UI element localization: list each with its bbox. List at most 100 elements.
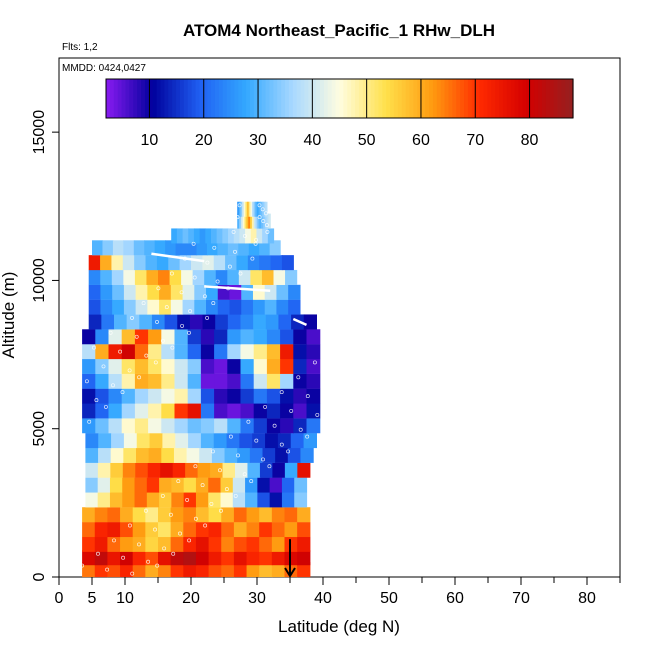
heat-cell [133,240,145,256]
heat-cell [121,373,136,389]
heat-cell [220,492,234,508]
track-dot [112,538,116,543]
heat-cell [88,284,102,300]
heat-cell [262,447,276,463]
colorbar-swatch [304,79,309,118]
heat-cell [264,213,268,229]
track-dot [185,497,190,502]
heat-cell [121,418,136,434]
heat-cell [257,477,271,493]
colorbar-swatch [514,79,520,118]
heat-cell [187,329,202,345]
colorbar-swatch [378,79,383,118]
heat-cell [275,447,289,463]
heat-cell [183,550,197,566]
track-dot [120,390,125,395]
track-dot [130,315,134,320]
colorbar-swatch [129,79,134,118]
track-dot [305,434,310,439]
heat-cell [146,477,160,493]
heat-cell [134,373,149,389]
heat-cell [259,562,273,578]
x-tick-label: 20 [182,590,200,607]
track-dot [127,368,132,373]
heat-cell [266,329,281,345]
colorbar-swatch [218,79,224,118]
colorbar-swatch [382,79,387,118]
heat-cell [107,522,121,538]
heat-cell [208,492,222,508]
heat-cell [257,213,260,229]
colorbar-swatch [308,79,313,118]
heat-cell [200,373,215,389]
track-dot [155,563,160,568]
heat-cell [297,462,311,478]
heat-cell [232,477,246,493]
track-dot [92,345,96,350]
heat-cell [110,462,124,478]
heat-cell [148,329,162,345]
colorbar-swatch [374,79,380,118]
colorbar-swatch [211,79,216,118]
heat-cell [221,507,235,523]
heat-cell [110,447,124,463]
colorbar-swatch [518,79,524,118]
heat-cell [253,388,268,404]
colorbar-swatch [164,79,169,118]
track-dot [170,345,175,350]
heat-cell [228,228,235,244]
heat-cell [92,240,104,256]
colorbar-tick-label: 10 [141,132,159,149]
colorbar-tick-label: 40 [303,132,321,149]
heat-cell [284,507,298,523]
track-dot [187,538,192,543]
heat-cell [202,255,215,271]
colorbar-swatch [316,79,321,118]
colorbar-swatch [413,79,418,118]
colorbar-swatch [288,79,294,118]
heat-cell [135,284,148,300]
colorbar-swatch [203,79,208,118]
colorbar-swatch [460,79,465,118]
heat-cell [111,255,124,271]
track-dot [233,493,238,498]
heat-cell [136,433,151,449]
heat-cell [227,388,242,404]
heat-cell [247,462,261,478]
track-dot [141,301,146,306]
heat-cell [253,373,268,389]
colorbar-swatch [187,79,193,118]
heat-cell [132,536,146,552]
heat-cell [121,388,136,404]
heat-cell [192,269,205,285]
colorbar-swatch [246,79,251,118]
heat-cell [85,462,99,478]
heat-cell [120,562,134,578]
heat-cell [179,255,192,271]
colorbar-swatch [347,79,352,118]
colorbar-swatch [335,79,341,118]
heat-cell [132,522,146,538]
heat-cell [82,418,96,434]
heat-cell [248,240,260,256]
colorbar-swatch [257,79,263,118]
heat-cell [95,373,110,389]
heat-cell [174,418,189,434]
heat-cell [271,507,286,523]
colorbar-swatch [312,79,317,118]
heat-cell [100,255,113,271]
heat-cell [123,447,137,463]
heat-cell [148,344,162,360]
heat-cell [272,462,286,478]
heat-cell [265,314,280,330]
heat-cell [233,507,248,523]
track-dot [227,264,232,269]
heat-cell [259,213,262,229]
heat-cell [214,403,228,419]
heat-cell [188,228,195,244]
heat-cell [145,536,159,552]
heat-cell [233,550,248,566]
heat-cell [174,358,189,374]
heat-cell [136,447,150,463]
track-dot [193,516,198,521]
